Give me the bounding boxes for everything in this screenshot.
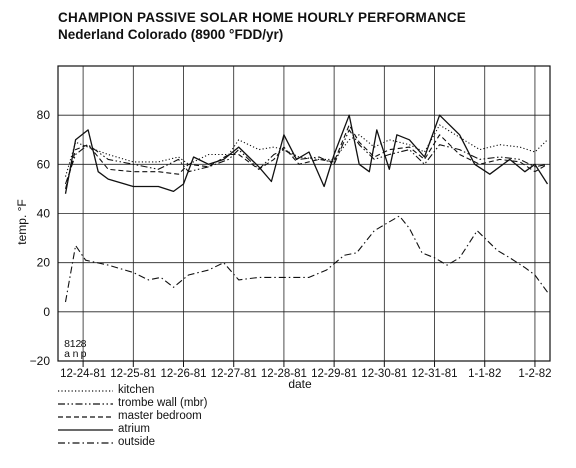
legend-label: kitchen [118, 384, 155, 396]
legend-label: outside [118, 436, 156, 448]
x-tick-label: 1-1-82 [468, 368, 501, 380]
hour-label: a [64, 348, 70, 360]
legend-label: atrium [118, 423, 150, 435]
hour-label: 8 [81, 338, 87, 350]
plot-frame [57, 65, 551, 362]
y-tick-label: 40 [37, 207, 51, 221]
y-tick-label: 0 [43, 305, 50, 319]
series-lines [64, 114, 549, 303]
legend-swatch [58, 403, 113, 405]
series-line-kitchen [64, 124, 548, 177]
series-line-atrium [64, 114, 549, 194]
series-line-trombe-wall-mbr [64, 129, 548, 185]
hour-label: 12 [70, 338, 82, 350]
x-axis-ticks: 12-24-81 12-25-81 12-26-81 12-27-81 12-28-81… [60, 361, 552, 380]
legend-label: trombe wall (mbr) [118, 397, 208, 409]
x-tick-label: 12-28-81 [261, 368, 307, 380]
y-tick-label: −20 [30, 354, 51, 368]
x-tick-label: 12-27-81 [211, 368, 257, 380]
gridlines [58, 66, 550, 361]
hour-label: n [73, 348, 79, 360]
series-line-master-bedroom [64, 124, 548, 190]
x-tick-label: 12-25-81 [110, 368, 156, 380]
series-line-outside [64, 215, 548, 303]
chart-subtitle: Nederland Colorado (8900 °FDD/yr) [58, 27, 284, 42]
hour-label: 8 [64, 338, 70, 350]
y-tick-label: 80 [37, 108, 51, 122]
legend-swatch [58, 416, 113, 418]
x-tick-label: 12-26-81 [160, 368, 206, 380]
chart-title: CHAMPION PASSIVE SOLAR HOME HOURLY PERFO… [58, 10, 466, 25]
x-tick-label: 1-2-82 [518, 368, 551, 380]
x-axis-label: date [288, 377, 312, 391]
x-tick-label: 12-24-81 [60, 368, 106, 380]
y-axis-ticks: −20 0 20 40 60 80 [30, 108, 51, 368]
legend-swatch [58, 390, 113, 392]
legend-label: master bedroom [118, 410, 202, 422]
legend-swatch [58, 442, 113, 444]
x-tick-label: 12-29-81 [311, 368, 357, 380]
legend-swatch [58, 429, 113, 431]
y-tick-label: 20 [37, 256, 51, 270]
hour-label: p [81, 348, 87, 360]
x-tick-label: 12-31-81 [412, 368, 458, 380]
y-axis-label: temp. °F [15, 199, 29, 244]
x-tick-label: 12-30-81 [361, 368, 407, 380]
y-tick-label: 60 [37, 157, 51, 171]
